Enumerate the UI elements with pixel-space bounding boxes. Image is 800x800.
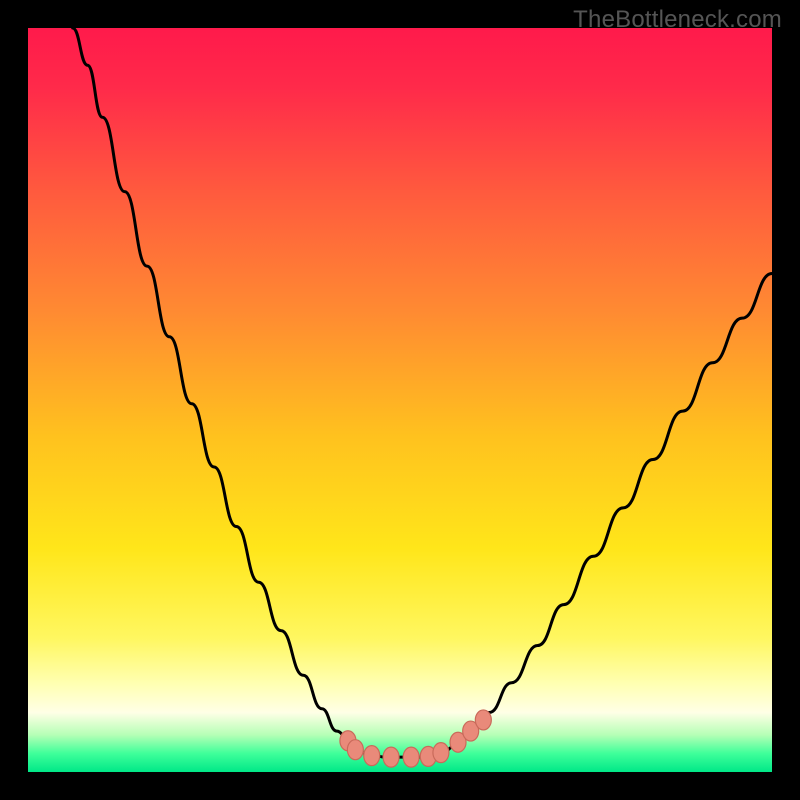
marker-point xyxy=(347,740,363,760)
chart-svg xyxy=(0,0,800,800)
marker-point xyxy=(403,747,419,767)
watermark-text: TheBottleneck.com xyxy=(573,6,782,34)
marker-point xyxy=(383,747,399,767)
marker-point xyxy=(475,710,491,730)
plot-background-gradient xyxy=(28,28,772,772)
marker-point xyxy=(364,746,380,766)
chart-frame: TheBottleneck.com xyxy=(0,0,800,800)
marker-point xyxy=(433,743,449,763)
